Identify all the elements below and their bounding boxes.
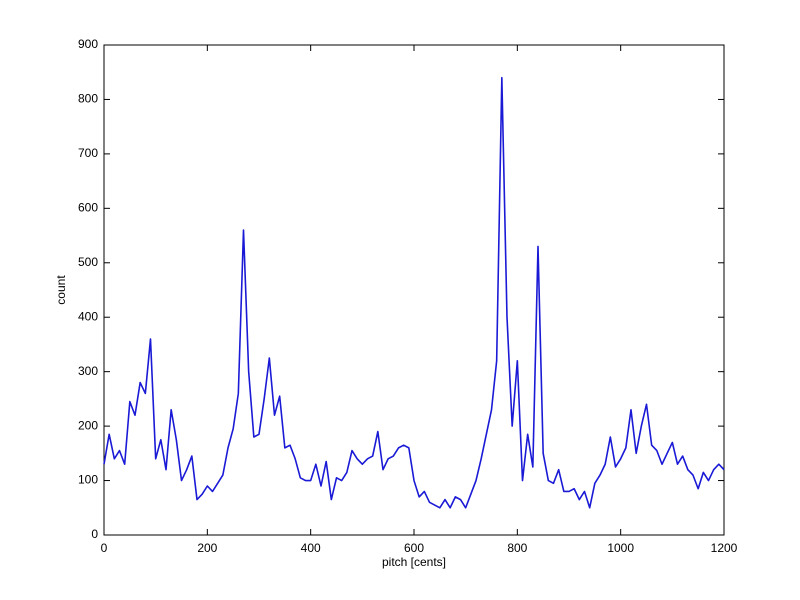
x-tick-label: 400 [301,541,321,555]
x-tick-label: 200 [197,541,217,555]
y-tick-label: 600 [78,201,98,215]
data-line [103,76,725,509]
x-tick-label: 1000 [607,541,634,555]
y-tick-label: 400 [78,309,98,323]
x-tick-label: 1200 [711,541,738,555]
x-tick-label: 600 [404,541,424,555]
y-axis-label: count [54,275,68,305]
y-tick-label: 0 [91,527,98,541]
y-tick-label: 900 [78,37,98,51]
plot-frame [103,44,725,536]
x-tick-label: 800 [507,541,527,555]
y-tick-label: 300 [78,364,98,378]
y-tick-label: 200 [78,418,98,432]
y-tick-label: 500 [78,255,98,269]
y-tick-label: 800 [78,92,98,106]
x-axis-label: pitch [cents] [382,555,446,569]
y-tick-label: 700 [78,146,98,160]
y-tick-label: 100 [78,473,98,487]
x-tick-label: 0 [101,541,108,555]
